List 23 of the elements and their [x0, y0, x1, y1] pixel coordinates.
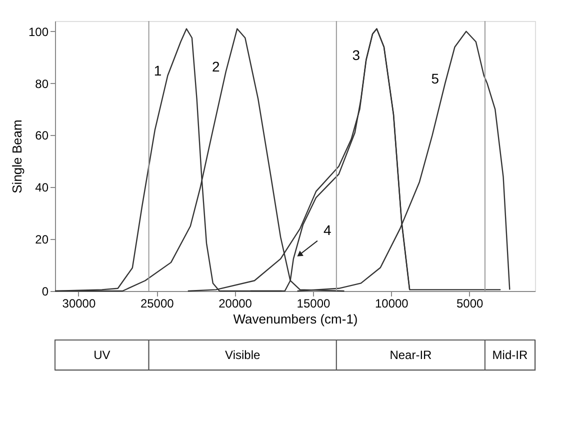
text: Visible: [225, 348, 261, 362]
annotation: 2: [212, 58, 220, 75]
y-axis-title: Single Beam: [9, 120, 24, 194]
y-tick-label: 40: [35, 180, 49, 195]
x-tick-label: 30000: [62, 296, 96, 310]
annotation: 5: [431, 70, 440, 86]
x-tick-label: 25000: [140, 296, 174, 310]
text: Mid-IR: [492, 348, 528, 362]
y-tick-label: 60: [35, 128, 49, 143]
x-tick-label: 5000: [456, 296, 484, 310]
annotation: 1: [154, 62, 162, 79]
annotation: 4: [324, 222, 332, 238]
x-tick-label: 15000: [296, 296, 330, 310]
y-tick-label: 20: [35, 232, 49, 247]
y-tick-label: 0: [42, 284, 49, 298]
y-tick-label: 100: [28, 24, 49, 39]
y-tick-label: 80: [35, 76, 49, 91]
x-tick-label: 10000: [374, 296, 409, 310]
x-tick-label: 20000: [218, 296, 252, 310]
x-axis-title: Wavenumbers (cm-1): [233, 312, 358, 326]
annotation: 3: [352, 46, 360, 63]
text: Near-IR: [390, 348, 432, 362]
text: UV: [94, 348, 110, 362]
